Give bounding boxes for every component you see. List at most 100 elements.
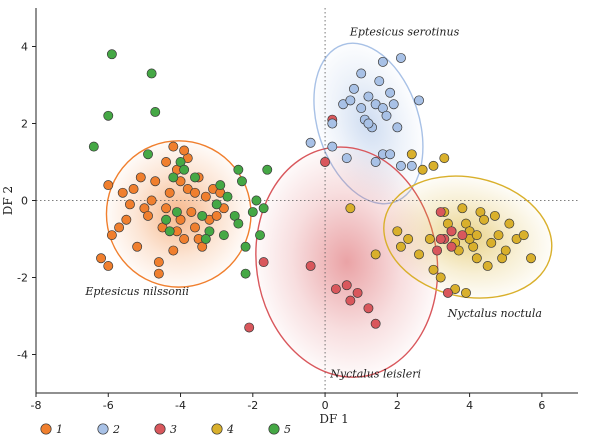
- series-3-point: [244, 322, 255, 333]
- series-4-point: [417, 164, 428, 175]
- series-1-point: [150, 176, 161, 187]
- series-1-point: [168, 141, 179, 152]
- series-2-point: [327, 118, 338, 129]
- series-1-point: [121, 214, 132, 225]
- series-1-point: [128, 183, 139, 194]
- series-4-point: [424, 234, 435, 244]
- series-2-point: [385, 87, 396, 98]
- series-3-point: [258, 257, 269, 268]
- series-4-point: [435, 272, 446, 283]
- series-1-point: [186, 207, 197, 217]
- series-5-point: [240, 268, 251, 279]
- series-2-point: [388, 99, 399, 110]
- series-5-point: [247, 207, 258, 217]
- series-4-point: [392, 226, 403, 237]
- y-tick-label: 2: [21, 118, 28, 131]
- x-tick-label: -6: [103, 399, 114, 412]
- series-4-point: [500, 245, 511, 256]
- series-5-point: [240, 241, 251, 252]
- series-5-point: [255, 230, 265, 241]
- series-4-point: [518, 230, 529, 241]
- series-5-point: [233, 164, 244, 175]
- series-5-point: [150, 106, 161, 117]
- legend-marker-3: [154, 423, 166, 435]
- y-tick-label: -4: [17, 349, 28, 362]
- series-2-point: [395, 53, 406, 64]
- series-1-point: [114, 222, 125, 233]
- series-5-point: [103, 110, 114, 121]
- legend-label-3: 3: [170, 423, 177, 436]
- ellipse-label-4: Nyctalus noctula: [447, 307, 542, 320]
- series-4-point: [457, 203, 468, 214]
- series-4-point: [403, 234, 414, 244]
- series-3-point: [432, 245, 443, 256]
- x-tick-label: -4: [175, 399, 186, 412]
- series-4-point: [428, 160, 439, 171]
- series-2-point: [341, 153, 352, 164]
- series-5-point: [211, 199, 222, 210]
- series-3-point: [330, 284, 341, 294]
- y-tick-label: 0: [21, 195, 28, 208]
- series-3-point: [457, 230, 468, 241]
- series-2-point: [392, 122, 403, 133]
- series-1-point: [135, 172, 146, 183]
- series-5-point: [88, 141, 99, 152]
- series-4-point: [345, 203, 356, 214]
- legend-label-5: 5: [284, 423, 291, 436]
- series-4-point: [461, 287, 471, 298]
- legend-label-4: 4: [226, 423, 234, 436]
- series-4-point: [526, 253, 536, 264]
- series-5-point: [200, 234, 211, 244]
- y-axis-label: DF 2: [1, 186, 15, 215]
- series-4-point: [439, 153, 450, 164]
- series-2-point: [349, 83, 359, 94]
- series-3-point: [446, 241, 457, 252]
- series-3-point: [345, 295, 356, 306]
- series-2-point: [406, 160, 417, 171]
- series-2-point: [363, 118, 374, 129]
- series-2-point: [345, 95, 356, 106]
- series-1-point: [179, 145, 190, 156]
- series-5-point: [171, 207, 182, 217]
- series-1-point: [190, 187, 200, 198]
- series-1-point: [161, 203, 172, 214]
- series-1-point: [143, 210, 153, 221]
- series-5-point: [146, 68, 157, 79]
- series-1-point: [132, 241, 143, 252]
- series-1-point: [211, 210, 222, 221]
- legend-marker-5: [268, 423, 280, 435]
- series-1-point: [117, 187, 128, 198]
- series-5-point: [164, 226, 175, 237]
- ellipse-label-1: Eptesicus nilssonii: [84, 285, 189, 298]
- x-tick-label: 0: [322, 399, 329, 412]
- series-5-point: [215, 180, 226, 191]
- legend-marker-4: [211, 423, 223, 435]
- series-1-point: [106, 230, 117, 241]
- series-3-point: [442, 287, 453, 298]
- series-2-point: [395, 160, 406, 171]
- series-2-point: [327, 141, 338, 152]
- series-1-point: [124, 199, 135, 210]
- series-2-point: [381, 110, 392, 121]
- series-4-point: [406, 149, 417, 160]
- x-tick-label: 2: [394, 399, 401, 412]
- series-3-point: [370, 318, 381, 329]
- series-4-point: [428, 264, 439, 275]
- series-4-point: [486, 237, 497, 248]
- series-1-point: [168, 245, 179, 256]
- series-2-point: [414, 95, 424, 106]
- series-5-point: [106, 49, 117, 60]
- series-3-point: [341, 280, 352, 291]
- y-tick-label: -2: [17, 272, 28, 285]
- series-5-point: [233, 218, 244, 229]
- series-1-point: [103, 180, 114, 191]
- x-tick-label: 6: [538, 399, 545, 412]
- x-tick-label: -2: [247, 399, 258, 412]
- legend-label-1: 1: [56, 423, 63, 436]
- series-3-point: [320, 157, 331, 167]
- series-2-point: [374, 76, 385, 87]
- x-tick-label: -8: [31, 399, 42, 412]
- series-3-point: [305, 261, 316, 271]
- series-5-point: [161, 214, 172, 225]
